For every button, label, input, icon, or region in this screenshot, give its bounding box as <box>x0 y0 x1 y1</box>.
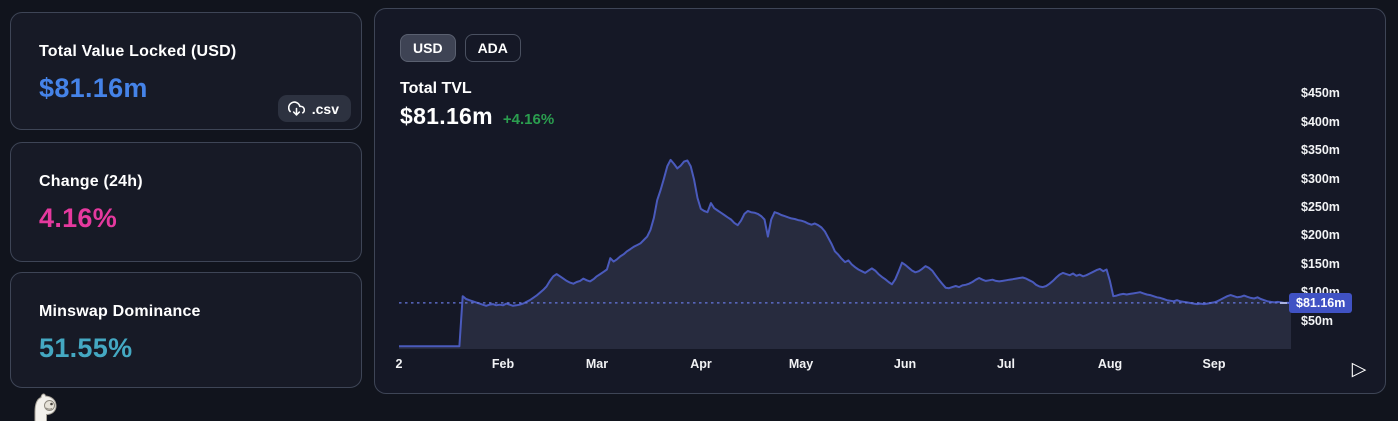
download-csv-label: .csv <box>311 100 339 117</box>
chart-line <box>399 158 1291 348</box>
y-axis-label: $300m <box>1301 172 1340 186</box>
x-axis-label: Jul <box>996 357 1016 371</box>
y-axis-label: $150m <box>1301 257 1340 271</box>
x-axis-label: Sep <box>1202 357 1226 371</box>
y-axis-label: $350m <box>1301 143 1340 157</box>
change-value: 4.16% <box>39 203 118 233</box>
x-axis-label: Jun <box>893 357 917 371</box>
x-axis-label: 2 <box>395 357 403 371</box>
chart-area-fill <box>399 159 1291 349</box>
x-axis-label: Aug <box>1097 357 1123 371</box>
x-axis-label: Mar <box>585 357 609 371</box>
change-card: Change (24h) 4.16% <box>10 142 362 262</box>
y-axis-label: $450m <box>1301 86 1340 100</box>
y-axis-label: $200m <box>1301 228 1340 242</box>
x-axis-label: Apr <box>690 357 712 371</box>
tvl-chart-panel: USD ADA Total TVL $81.16m +4.16% 2 Feb Mar… <box>374 8 1386 394</box>
tvl-label: Total Value Locked (USD) <box>39 43 237 60</box>
current-value-badge: $81.16m <box>1279 293 1353 313</box>
tvl-card: Total Value Locked (USD) $81.16m .csv <box>10 12 362 130</box>
llama-mascot-icon <box>26 392 64 421</box>
y-axis-label: $250m <box>1301 200 1340 214</box>
y-axis-label: $400m <box>1301 115 1340 129</box>
y-axis: $450m $400m $350m $300m $250m $200m $150m $100m… <box>1301 81 1371 349</box>
dominance-label: Minswap Dominance <box>39 303 201 320</box>
tvl-value: $81.16m <box>39 73 148 103</box>
download-csv-button[interactable]: .csv <box>277 95 351 122</box>
dominance-value: 51.55% <box>39 333 133 363</box>
currency-toggle-ada[interactable]: ADA <box>464 34 521 62</box>
y-axis-label: $50m <box>1301 314 1333 328</box>
download-cloud-icon <box>287 100 305 117</box>
x-axis-label: May <box>788 357 814 371</box>
currency-toggle-group: USD ADA <box>400 34 521 62</box>
currency-toggle-usd[interactable]: USD <box>400 34 456 62</box>
play-timeline-button[interactable]: ▷ <box>1343 353 1375 385</box>
x-axis-label: Feb <box>491 357 515 371</box>
tvl-area-chart[interactable] <box>399 81 1291 349</box>
dominance-card: Minswap Dominance 51.55% <box>10 272 362 388</box>
change-label: Change (24h) <box>39 173 143 190</box>
play-outline-icon: ▷ <box>1351 358 1367 380</box>
x-axis: 2 Feb Mar Apr May Jun Jul Aug Sep <box>396 357 1291 375</box>
